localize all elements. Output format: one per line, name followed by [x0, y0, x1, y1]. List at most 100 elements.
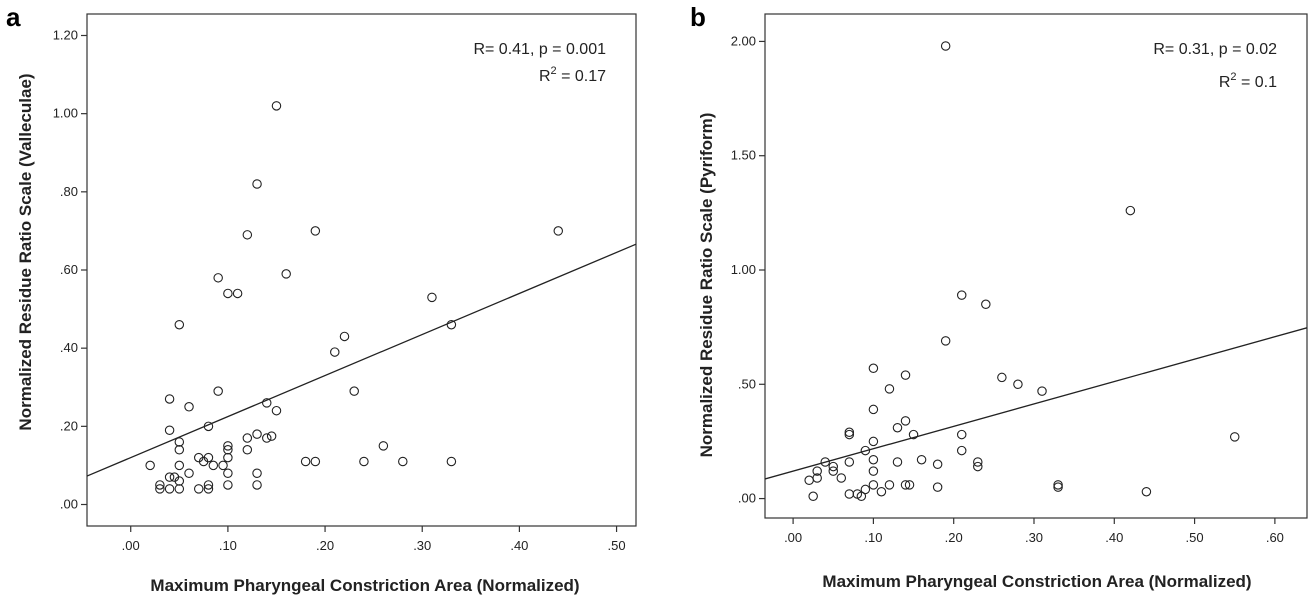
- panel-b-data-point: [900, 480, 911, 490]
- panel-a-data-point: [242, 433, 253, 443]
- panel-b-data-point: [844, 489, 855, 499]
- panel-b-r-squared-text: R2 = 0.1: [1219, 71, 1277, 91]
- panel-b-data-point: [856, 491, 867, 502]
- panel-a-r-squared-superscript: 2: [551, 65, 557, 77]
- panel-a-data-point: [184, 402, 194, 412]
- panel-a-y-tick-label: .80: [60, 184, 78, 199]
- panel-a-data-point: [553, 226, 564, 236]
- panel-a-data-point: [262, 433, 272, 443]
- panel-b-y-tick-label: 1.00: [731, 262, 756, 277]
- panel-b-data-point: [932, 482, 943, 492]
- panel-a-data-point: [446, 456, 457, 467]
- panel-b-x-tick-label: .60: [1266, 530, 1284, 545]
- panel-a-data-point: [252, 179, 262, 189]
- panel-a-data-point: [164, 394, 175, 404]
- panel-a-data-point: [203, 421, 214, 432]
- panel-b-data-point: [973, 457, 983, 467]
- panel-a-r-squared-value: = 0.17: [557, 68, 606, 85]
- panel-b-data-point: [868, 404, 879, 415]
- panel-a-x-tick-label: .50: [608, 538, 626, 553]
- panel-a-data-point: [266, 431, 277, 441]
- panel-a-x-tick-label: .30: [413, 538, 431, 553]
- panel-a-plot-frame: [86, 13, 637, 527]
- panel-a-y-tick-label: .20: [60, 418, 78, 433]
- panel-b-data-point: [844, 457, 855, 467]
- panel-b-regression-line: [765, 327, 1307, 480]
- panel-a-data-point: [223, 452, 233, 463]
- panel-b-data-point: [916, 454, 927, 465]
- panel-a-data-point: [155, 484, 165, 494]
- panel-a-data-point: [203, 480, 214, 490]
- panel-a-data-point: [359, 456, 369, 467]
- panel-a-correlation-text: R= 0.41, p = 0.001: [473, 41, 606, 58]
- panel-a-y-tick-label: 1.00: [53, 106, 78, 121]
- panel-b-x-tick-label: .50: [1186, 530, 1204, 545]
- panel-b-y-tick-label: 2.00: [731, 33, 756, 48]
- panel-b-data-point: [844, 427, 855, 438]
- panel-a-data-point: [174, 460, 185, 471]
- panel-a-r-squared-prefix: R: [539, 68, 551, 85]
- panel-a-data-point: [339, 331, 350, 342]
- panel-b-data-point: [904, 480, 915, 490]
- panel-b-y-axis-title: Normalized Residue Ratio Scale (Pyriform…: [697, 113, 716, 458]
- panel-b-data-point: [1125, 205, 1136, 216]
- panel-b-data-point: [997, 372, 1007, 383]
- panel-a-data-point: [281, 269, 291, 279]
- panel-a-data-point: [223, 468, 233, 478]
- panel-a-data-point: [271, 405, 282, 416]
- panel-a-data-point: [398, 456, 408, 467]
- panel-a-data-point: [193, 484, 204, 494]
- panel-b-data-point: [812, 466, 822, 476]
- panel-a-data-point: [271, 101, 282, 111]
- panel-a-data-point: [242, 445, 253, 455]
- panel-a-data-point: [208, 460, 219, 471]
- panel-b-scatter-chart: b Normalized Residue Ratio Scale (Pyrifo…: [690, 2, 1308, 591]
- panel-b-y-tick-label: .00: [738, 491, 756, 506]
- panel-b-data-point: [820, 457, 830, 467]
- panel-a-x-axis-title: Maximum Pharyngeal Constriction Area (No…: [150, 576, 579, 595]
- panel-b-data-point: [884, 480, 895, 490]
- panel-a-data-point: [145, 460, 155, 471]
- panel-b-data-point: [956, 445, 967, 456]
- panel-b-data-point: [1037, 386, 1047, 396]
- panel-a-data-point: [378, 441, 389, 451]
- panel-b-letter: b: [690, 2, 706, 32]
- panel-b-data-point: [860, 484, 871, 495]
- panel-a-data-point: [174, 437, 185, 447]
- panel-a-data-point: [213, 386, 223, 396]
- panel-b-data-point: [804, 475, 814, 486]
- panel-b-data-point: [844, 429, 855, 440]
- panel-b-data-point: [900, 370, 911, 380]
- panel-a-data-point: [164, 425, 175, 435]
- panel-a-data-point: [310, 456, 321, 467]
- panel-a-y-tick-label: .40: [60, 340, 78, 355]
- panel-a-data-point: [330, 347, 340, 357]
- panel-a-data-point: [218, 460, 228, 471]
- panel-b-y-tick-label: .50: [738, 376, 756, 391]
- panel-b-x-tick-label: .30: [1025, 530, 1043, 545]
- panel-b-data-point: [1141, 486, 1152, 497]
- panel-a-data-point: [174, 476, 185, 486]
- panel-a-data-point: [223, 445, 233, 455]
- panel-a-data-point: [262, 398, 272, 408]
- panel-b-data-point: [836, 473, 847, 483]
- panel-b-r-squared-value: = 0.1: [1237, 74, 1278, 91]
- panel-a-data-point: [164, 472, 175, 482]
- panel-b-data-point: [876, 486, 887, 497]
- panel-b-data-point: [1229, 432, 1240, 442]
- panel-b-data-point: [908, 429, 919, 440]
- panel-b-data-point: [884, 384, 895, 394]
- panel-b-data-point: [868, 480, 879, 490]
- panel-a-x-tick-label: .10: [219, 538, 237, 553]
- panel-a-data-point: [242, 230, 253, 240]
- panel-a-data-point: [174, 319, 185, 330]
- panel-a-data-point: [198, 456, 209, 467]
- panel-b-data-point: [828, 466, 839, 476]
- panel-a-data-point: [223, 480, 233, 490]
- panel-b-data-point: [973, 461, 983, 472]
- panel-b-data-point: [860, 445, 871, 456]
- panel-b-data-point: [808, 491, 818, 502]
- panel-b-data-point: [868, 363, 879, 374]
- panel-b-r-squared-superscript: 2: [1230, 71, 1236, 83]
